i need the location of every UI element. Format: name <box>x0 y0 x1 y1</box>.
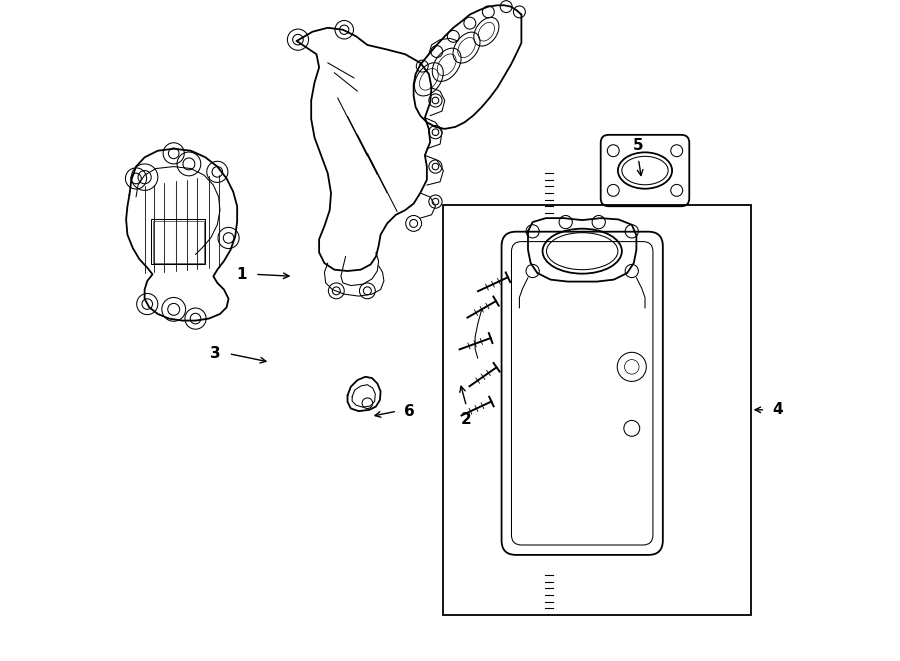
Text: 1: 1 <box>237 267 247 282</box>
Text: 3: 3 <box>210 346 220 361</box>
Bar <box>151 219 205 264</box>
Text: 6: 6 <box>403 404 414 418</box>
Text: 5: 5 <box>633 138 643 153</box>
Text: 2: 2 <box>461 412 472 427</box>
Text: 4: 4 <box>772 403 782 417</box>
Bar <box>153 221 204 263</box>
Bar <box>444 205 751 615</box>
